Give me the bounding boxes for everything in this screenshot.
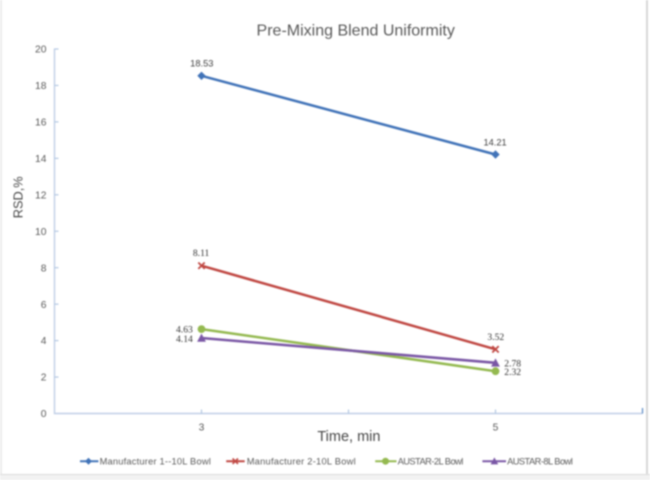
svg-text:2.32: 2.32 xyxy=(504,367,521,378)
svg-text:5: 5 xyxy=(493,423,499,434)
svg-text:18.53: 18.53 xyxy=(190,58,213,68)
svg-text:RSD,%: RSD,% xyxy=(11,176,26,218)
svg-text:14.21: 14.21 xyxy=(483,137,506,147)
svg-text:AUSTAR-8L Bowl: AUSTAR-8L Bowl xyxy=(507,456,573,466)
svg-text:4.14: 4.14 xyxy=(176,334,193,345)
svg-text:2: 2 xyxy=(41,373,47,384)
svg-text:Manufacturer 2-10L Bowl: Manufacturer 2-10L Bowl xyxy=(247,456,356,466)
svg-text:Time, min: Time, min xyxy=(317,429,380,445)
svg-text:0: 0 xyxy=(41,409,47,420)
svg-text:6: 6 xyxy=(41,300,47,311)
svg-text:3: 3 xyxy=(199,423,205,434)
svg-text:Pre-Mixing Blend Uniformity: Pre-Mixing Blend Uniformity xyxy=(257,22,455,39)
svg-text:AUSTAR-2L Bowl: AUSTAR-2L Bowl xyxy=(398,456,464,466)
svg-text:20: 20 xyxy=(35,45,47,56)
svg-text:14: 14 xyxy=(35,154,47,165)
svg-text:4.63: 4.63 xyxy=(176,325,193,336)
svg-text:4: 4 xyxy=(41,336,47,347)
svg-text:12: 12 xyxy=(35,190,47,201)
svg-text:3.52: 3.52 xyxy=(487,332,504,343)
svg-text:8.11: 8.11 xyxy=(193,248,210,259)
svg-text:8: 8 xyxy=(41,263,47,274)
svg-text:2.78: 2.78 xyxy=(504,358,521,369)
svg-text:16: 16 xyxy=(35,118,47,129)
svg-text:10: 10 xyxy=(35,227,47,238)
svg-text:18: 18 xyxy=(35,81,47,92)
svg-text:Manufacturer 1--10L Bowl: Manufacturer 1--10L Bowl xyxy=(100,456,211,466)
